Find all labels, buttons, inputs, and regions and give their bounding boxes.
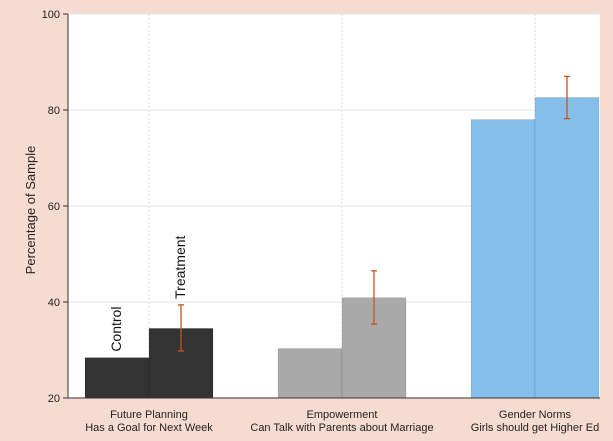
x-tick-label-sub: Girls should get Higher Ed	[471, 422, 599, 434]
y-axis-label: Percentage of Sample	[23, 146, 38, 275]
x-tick-label-sub: Can Talk with Parents about Marriage	[250, 422, 433, 434]
x-tick-label: Future Planning	[110, 409, 188, 421]
x-tick-label-sub: Has a Goal for Next Week	[85, 422, 213, 434]
bar-labels: Control Treatment	[108, 235, 188, 351]
y-tick-label: 100	[42, 9, 60, 21]
bar-2-0	[470, 119, 536, 399]
bar-2-1	[534, 97, 600, 399]
y-axis: 20 40 60 80 100	[42, 9, 600, 405]
bar-0-0	[84, 357, 150, 399]
bars	[84, 97, 600, 399]
bar-label-control: Control	[108, 307, 124, 352]
y-tick-label: 20	[48, 393, 60, 405]
bar-label-treatment: Treatment	[172, 235, 188, 298]
bar-1-0	[277, 348, 343, 399]
x-tick-label: Empowerment	[307, 409, 378, 421]
error-bars	[178, 75, 570, 352]
y-tick-label: 60	[48, 201, 60, 213]
x-tick-label: Gender Norms	[499, 409, 572, 421]
y-tick-label: 80	[48, 105, 60, 117]
y-tick-label: 40	[48, 297, 60, 309]
